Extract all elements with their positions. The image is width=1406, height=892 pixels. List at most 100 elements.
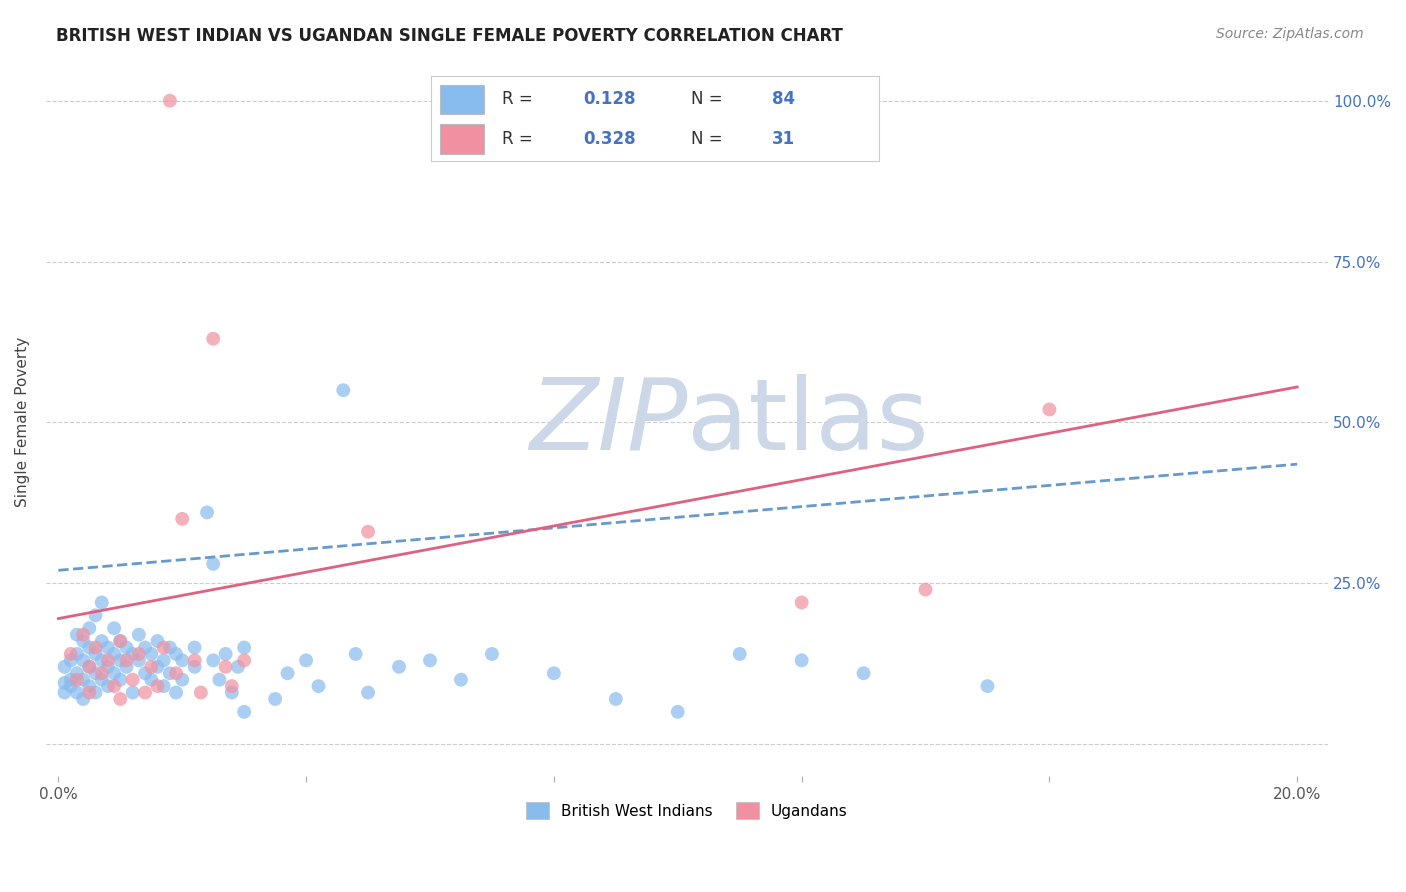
Point: [66, 627, 89, 641]
Point: [165, 666, 187, 681]
Point: [66, 647, 89, 661]
Point: [97, 653, 120, 667]
Point: [79, 685, 101, 699]
Point: [97, 679, 120, 693]
Text: atlas: atlas: [688, 374, 929, 471]
Point: [121, 685, 143, 699]
Point: [208, 673, 231, 687]
Point: [90, 634, 112, 648]
Point: [1038, 402, 1060, 417]
Point: [84, 685, 107, 699]
Point: [110, 634, 132, 648]
Point: [344, 647, 367, 661]
Point: [419, 653, 441, 667]
Point: [226, 660, 249, 674]
Point: [852, 666, 875, 681]
Point: [128, 653, 150, 667]
Point: [134, 640, 156, 655]
Text: Source: ZipAtlas.com: Source: ZipAtlas.com: [1216, 27, 1364, 41]
Point: [84, 647, 107, 661]
Y-axis label: Single Female Poverty: Single Female Poverty: [15, 337, 30, 508]
Point: [190, 685, 212, 699]
Point: [159, 640, 181, 655]
Point: [183, 640, 205, 655]
Point: [66, 673, 89, 687]
Point: [84, 666, 107, 681]
Point: [84, 640, 107, 655]
Point: [121, 673, 143, 687]
Text: BRITISH WEST INDIAN VS UGANDAN SINGLE FEMALE POVERTY CORRELATION CHART: BRITISH WEST INDIAN VS UGANDAN SINGLE FE…: [56, 27, 844, 45]
Point: [90, 653, 112, 667]
Text: ZIP: ZIP: [529, 374, 688, 471]
Point: [79, 660, 101, 674]
Point: [110, 673, 132, 687]
Point: [66, 666, 89, 681]
Point: [121, 647, 143, 661]
Point: [146, 660, 169, 674]
Point: [277, 666, 299, 681]
Point: [357, 685, 380, 699]
Point: [202, 557, 225, 571]
Point: [388, 660, 411, 674]
Point: [110, 634, 132, 648]
Point: [233, 705, 256, 719]
Point: [195, 505, 218, 519]
Point: [221, 679, 243, 693]
Point: [295, 653, 318, 667]
Point: [141, 673, 163, 687]
Point: [165, 685, 187, 699]
Point: [128, 647, 150, 661]
Point: [103, 679, 125, 693]
Point: [79, 660, 101, 674]
Point: [233, 653, 256, 667]
Point: [141, 647, 163, 661]
Point: [605, 692, 627, 706]
Point: [976, 679, 998, 693]
Point: [450, 673, 472, 687]
Point: [72, 627, 94, 641]
Point: [790, 653, 813, 667]
Point: [134, 685, 156, 699]
Point: [728, 647, 751, 661]
Point: [90, 595, 112, 609]
Point: [214, 660, 236, 674]
Point: [202, 653, 225, 667]
Point: [183, 653, 205, 667]
Point: [221, 685, 243, 699]
Point: [146, 634, 169, 648]
Point: [128, 627, 150, 641]
Point: [214, 647, 236, 661]
Point: [202, 332, 225, 346]
Point: [97, 660, 120, 674]
Point: [134, 666, 156, 681]
Point: [172, 673, 194, 687]
Point: [103, 647, 125, 661]
Point: [790, 595, 813, 609]
Point: [79, 621, 101, 635]
Point: [115, 640, 138, 655]
Point: [141, 660, 163, 674]
Point: [79, 640, 101, 655]
Point: [72, 634, 94, 648]
Point: [159, 666, 181, 681]
Point: [115, 660, 138, 674]
Point: [53, 676, 76, 690]
Point: [233, 640, 256, 655]
Point: [152, 653, 174, 667]
Point: [59, 679, 82, 693]
Point: [110, 653, 132, 667]
Point: [308, 679, 330, 693]
Point: [152, 679, 174, 693]
Point: [59, 647, 82, 661]
Point: [666, 705, 689, 719]
Point: [264, 692, 287, 706]
Point: [97, 640, 120, 655]
Point: [90, 673, 112, 687]
Point: [543, 666, 565, 681]
Point: [152, 640, 174, 655]
Point: [90, 666, 112, 681]
Point: [72, 692, 94, 706]
Point: [72, 653, 94, 667]
Point: [183, 660, 205, 674]
Point: [115, 653, 138, 667]
